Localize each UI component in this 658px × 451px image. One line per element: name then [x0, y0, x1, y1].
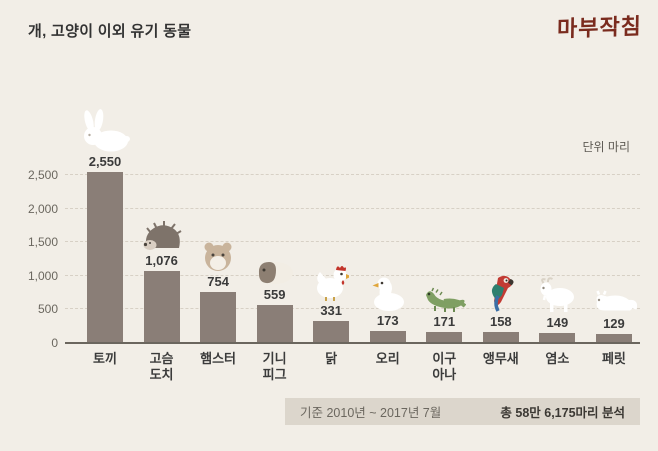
bar-category-label: 토끼 [93, 351, 117, 366]
rabbit-icon [79, 108, 131, 152]
bar-column: 1,076 고슴 도치 [136, 220, 188, 382]
ferret-icon [591, 290, 638, 314]
bar [539, 333, 576, 343]
bar-category-label: 닭 [325, 351, 338, 366]
goat-icon [538, 277, 576, 313]
x-axis-line [65, 342, 640, 344]
bar-value-label: 1,076 [145, 252, 178, 268]
plot-area: 2,550 토끼 1,076 고슴 도치 754 햄스터 559 기니 피그 331 닭 [65, 108, 640, 382]
bar-value-label: 754 [207, 274, 229, 290]
bar-value-label: 173 [376, 313, 399, 329]
y-axis: 0 500 1,000 1,500 2,000 2,500 [8, 168, 58, 350]
bar [143, 270, 180, 343]
bar-value-label: 158 [489, 314, 512, 330]
bar-column: 158 앵무새 [475, 272, 527, 366]
bar [369, 331, 406, 343]
bar [426, 331, 463, 343]
bar-column: 559 기니 피그 [249, 257, 301, 382]
bar-column: 149 염소 [531, 277, 583, 366]
guinea-pig-icon [255, 257, 295, 285]
gridline [65, 207, 640, 209]
iguana-icon [422, 286, 467, 312]
y-tick-label: 1,000 [27, 268, 58, 283]
gridline [65, 241, 640, 243]
bar-category-label: 이구 아나 [432, 351, 457, 382]
bar-value-label: 331 [320, 302, 343, 318]
hedgehog-icon [142, 220, 182, 251]
y-tick-label: 2,500 [27, 168, 58, 182]
gridline [65, 274, 640, 276]
y-tick-label: 0 [51, 336, 58, 350]
bar-value-label: 149 [546, 315, 569, 330]
bar-category-label: 페릿 [601, 351, 626, 366]
footer-strip: 기준 2010년 ~ 2017년 7월 총 58만 6,175마리 분석 [285, 398, 640, 425]
bar-category-label: 앵무새 [482, 351, 519, 366]
y-tick-label: 1,500 [27, 235, 58, 250]
bar [200, 292, 237, 343]
bar [87, 171, 123, 343]
unit-label: 단위 마리 [582, 140, 631, 154]
y-tick-label: 500 [37, 302, 58, 317]
footer-period: 기준 2010년 ~ 2017년 7월 [300, 406, 442, 420]
bar-category-label: 기니 피그 [262, 351, 287, 382]
page-title: 개, 고양이 이외 유기 동물 [28, 23, 192, 40]
bar-value-label: 559 [263, 287, 286, 303]
gridline [65, 174, 640, 175]
bar-column: 129 페릿 [588, 290, 640, 366]
bar-value-label: 2,550 [88, 153, 122, 169]
bar-category-label: 햄스터 [200, 351, 237, 366]
bar [256, 305, 293, 343]
bar [313, 320, 350, 343]
bar-column: 171 이구 아나 [418, 286, 470, 382]
bar-category-label: 고슴 도치 [149, 351, 174, 382]
bar [595, 334, 632, 343]
chicken-icon [313, 263, 352, 301]
bar-value-label: 129 [603, 316, 625, 332]
gridlines [65, 174, 640, 343]
brand-logo: 마부작침 [556, 13, 643, 42]
parrot-icon [486, 272, 516, 313]
bar-column: 331 닭 [305, 263, 357, 366]
bars-container: 2,550 토끼 1,076 고슴 도치 754 햄스터 559 기니 피그 331 닭 [65, 108, 640, 382]
y-tick-label: 2,000 [27, 201, 58, 216]
bar-category-label: 오리 [375, 351, 400, 366]
bar-column: 2,550 토끼 [79, 108, 131, 366]
bar [482, 332, 519, 343]
bar-value-label: 171 [433, 313, 456, 329]
bar-column: 754 햄스터 [192, 240, 244, 366]
hamster-icon [200, 240, 236, 272]
footer-total: 총 58만 6,175마리 분석 [500, 406, 625, 420]
bar-column: 173 오리 [362, 275, 414, 366]
bar-category-label: 염소 [545, 351, 570, 366]
gridline [65, 308, 640, 310]
duck-icon [370, 275, 406, 312]
